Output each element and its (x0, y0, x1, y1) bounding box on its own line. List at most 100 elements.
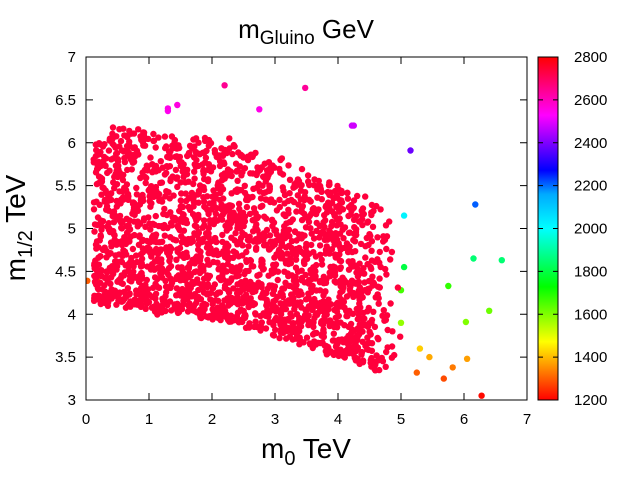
colorbar-ticks: 1200 1400 1600 1800 2000 2200 2400 2600 2800 (538, 49, 607, 409)
scatter-point (211, 235, 219, 242)
scatter-point (219, 238, 226, 246)
scatter-point (354, 192, 361, 200)
scatter-point (115, 297, 122, 304)
scatter-point (192, 135, 200, 142)
scatter-point (191, 222, 199, 229)
scatter-point (212, 297, 219, 304)
scatter-point (135, 126, 142, 133)
scatter-point (163, 188, 170, 195)
scatter-point (246, 320, 253, 327)
scatter-point (302, 84, 309, 92)
scatter-point (120, 247, 127, 254)
scatter-point (245, 243, 252, 250)
scatter-point (388, 248, 396, 256)
scatter-point (123, 215, 130, 222)
scatter-point (374, 291, 381, 298)
scatter-point (153, 300, 160, 308)
scatter-point (154, 255, 161, 263)
scatter-point (150, 130, 157, 138)
scatter-point (185, 270, 193, 277)
scatter-point (193, 268, 200, 275)
scatter-point (407, 147, 414, 154)
scatter-point (356, 260, 363, 267)
scatter-point (163, 169, 170, 177)
scatter-point (155, 134, 162, 141)
scatter-point (215, 289, 222, 296)
scatter-point (168, 133, 176, 140)
scatter-point (291, 228, 299, 236)
scatter-point (391, 351, 398, 359)
scatter-point (256, 271, 263, 278)
scatter-point (364, 260, 371, 268)
scatter-point (113, 149, 121, 157)
scatter-point (498, 257, 505, 264)
scatter-point (233, 168, 240, 175)
scatter-point (284, 250, 291, 257)
scatter-point (297, 299, 304, 306)
scatter-point (344, 195, 352, 202)
scatter-point (207, 289, 215, 297)
scatter-point (331, 278, 338, 285)
scatter-point (221, 82, 228, 89)
scatter-point (189, 278, 196, 286)
scatter-point (247, 278, 254, 286)
scatter-point (209, 306, 216, 313)
scatter-point (186, 142, 194, 149)
scatter-point (157, 158, 164, 165)
scatter-point (204, 176, 212, 183)
scatter-point (310, 182, 318, 189)
scatter-point (394, 284, 402, 291)
scatter-point (261, 213, 268, 220)
scatter-point (359, 357, 367, 364)
scatter-point (320, 273, 327, 280)
scatter-point (336, 251, 343, 258)
scatter-point (277, 300, 284, 307)
y-tick-label: 5.5 (55, 178, 76, 195)
scatter-point (117, 137, 125, 145)
scatter-point (267, 196, 275, 203)
scatter-point (145, 214, 152, 221)
scatter-point (273, 314, 280, 322)
scatter-point (131, 273, 138, 280)
scatter-point (337, 257, 345, 265)
scatter-point (234, 186, 241, 193)
scatter-point (316, 242, 324, 249)
scatter-point (218, 145, 225, 152)
scatter-point (211, 215, 219, 223)
scatter-point (148, 183, 155, 190)
scatter-point (195, 187, 203, 195)
scatter-point (191, 175, 198, 182)
scatter-point (152, 295, 159, 302)
scatter-point (148, 304, 156, 311)
scatter-point (126, 127, 133, 135)
scatter-point (120, 193, 127, 201)
scatter-point (242, 291, 250, 298)
scatter-point (281, 268, 288, 275)
scatter-point (226, 202, 233, 209)
scatter-point (316, 287, 324, 294)
scatter-point (200, 289, 208, 296)
scatter-point (123, 181, 131, 188)
scatter-point (228, 295, 235, 302)
scatter-point (248, 263, 255, 270)
scatter-point (276, 334, 283, 342)
x-tick-label: 6 (460, 411, 468, 428)
scatter-point (311, 338, 318, 345)
scatter-point (298, 165, 306, 173)
scatter-point (188, 189, 196, 197)
scatter-point (246, 233, 253, 240)
scatter-point (227, 312, 235, 319)
scatter-point (282, 279, 289, 286)
scatter-point (201, 159, 209, 166)
scatter-point (99, 184, 106, 191)
scatter-point (356, 321, 363, 328)
scatter-point (237, 262, 244, 269)
scatter-point (183, 249, 190, 256)
scatter-point (337, 264, 344, 271)
scatter-point (384, 326, 391, 334)
scatter-point (130, 268, 137, 275)
scatter-point (359, 338, 366, 345)
scatter-point (400, 263, 408, 271)
scatter-point (274, 276, 281, 284)
scatter-point (237, 306, 245, 313)
